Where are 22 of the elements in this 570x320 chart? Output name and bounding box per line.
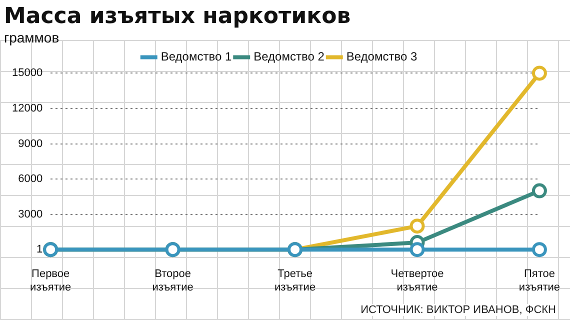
point	[532, 183, 547, 198]
y-tick-label: 9000	[18, 138, 43, 150]
legend-label: Ведомство 2	[254, 50, 325, 64]
x-tick-label: Третье изъятие	[274, 268, 316, 294]
y-tick-label: 15000	[12, 67, 43, 80]
chart-title: Масса изъятых наркотиков	[4, 4, 351, 29]
legend-label: Ведомство 1	[160, 50, 232, 64]
point	[410, 242, 425, 258]
x-tick-label: Первое изъятие	[30, 268, 72, 294]
y-tick-label: 6000	[18, 173, 43, 186]
x-tick-label: Пятое изъятие	[518, 268, 560, 294]
point	[532, 242, 547, 258]
x-tick-label: Второе изъятие	[152, 268, 194, 294]
point	[532, 66, 547, 81]
y-tick-label: 12000	[12, 102, 43, 115]
chart-subtitle: граммов	[4, 30, 60, 46]
y-tick-label: 1	[36, 244, 43, 256]
legend-label: Ведомство 3	[346, 50, 418, 64]
x-tick-label: Четвертое изъятие	[390, 268, 444, 294]
point	[410, 218, 425, 234]
y-tick-label: 3000	[18, 208, 43, 220]
text: ИСТОЧНИК: ВИКТОР ИВАНОВ, ФСКН	[360, 304, 556, 316]
